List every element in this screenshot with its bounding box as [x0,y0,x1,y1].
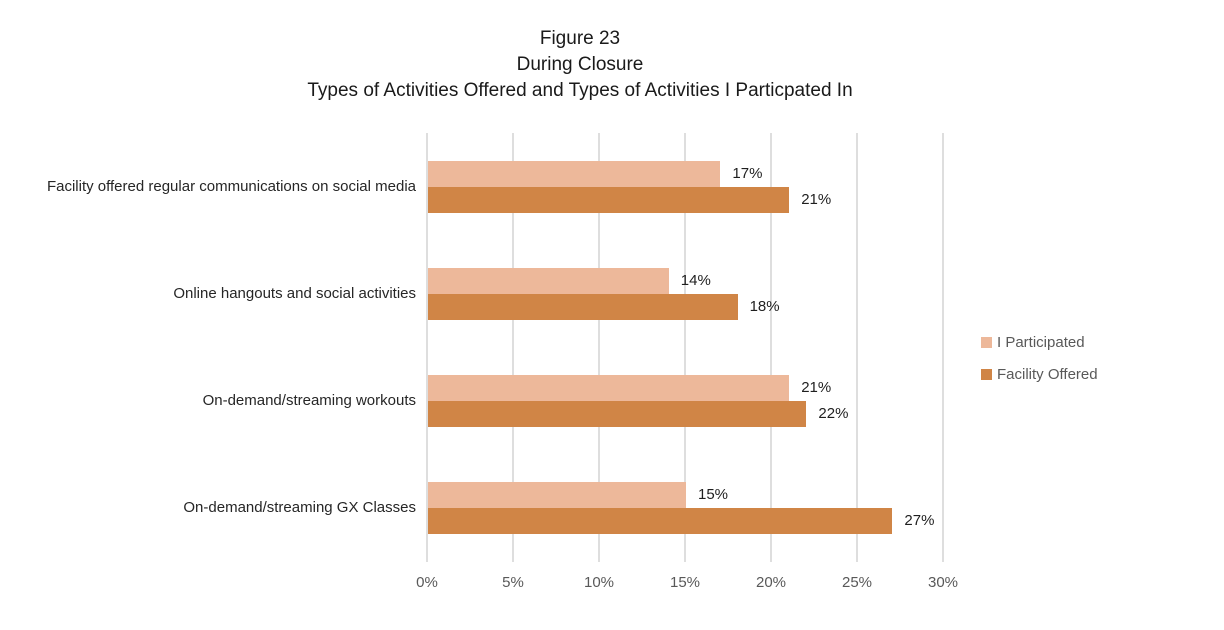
value-label-i-participated-online-hangouts-and-social-activities: 14% [680,271,711,289]
value-label-facility-offered-facility-offered-regular-communications-on-social-media: 21% [801,190,832,208]
x-tick-label-0: 0% [416,574,438,591]
legend-label-i-participated: I Participated [997,333,1085,351]
value-label-facility-offered-online-hangouts-and-social-activities: 18% [749,297,780,315]
x-tick-label-20: 20% [755,574,787,591]
category-label-on-demand-streaming-workouts: On-demand/streaming workouts [202,392,416,410]
x-tick-label-5: 5% [502,574,524,591]
gridline-25 [856,133,858,562]
bar-facility-offered-on-demand-streaming-workouts [428,401,807,428]
category-label-on-demand-streaming-gx-classes: On-demand/streaming GX Classes [183,499,416,517]
gridline-20 [770,133,772,562]
gridline-30 [942,133,944,562]
legend-item-i-participated: I Participated [981,332,1098,352]
value-label-i-participated-on-demand-streaming-workouts: 21% [801,379,832,397]
category-label-facility-offered-regular-communications-on-social-media: Facility offered regular communications … [46,177,416,195]
x-tick-label-10: 10% [583,574,615,591]
value-label-i-participated-facility-offered-regular-communications-on-social-media: 17% [732,164,763,182]
bar-i-participated-facility-offered-regular-communications-on-social-media [428,160,721,187]
gridline-10 [598,133,600,562]
value-label-i-participated-on-demand-streaming-gx-classes: 15% [698,486,729,504]
gridline-0 [426,133,428,562]
bar-facility-offered-on-demand-streaming-gx-classes [428,508,893,535]
chart-title: Figure 23 During Closure Types of Activi… [0,26,1160,104]
x-tick-label-30: 30% [927,574,959,591]
category-label-online-hangouts-and-social-activities: Online hangouts and social activities [173,284,416,302]
bar-i-participated-on-demand-streaming-workouts [428,375,790,402]
x-tick-label-25: 25% [841,574,873,591]
value-label-facility-offered-on-demand-streaming-gx-classes: 27% [904,512,935,530]
chart-title-line-2: During Closure [516,54,644,75]
x-tick-label-15: 15% [669,574,701,591]
gridline-5 [512,133,514,562]
value-label-facility-offered-on-demand-streaming-workouts: 22% [818,405,849,423]
bar-i-participated-on-demand-streaming-gx-classes [428,482,686,509]
bar-facility-offered-online-hangouts-and-social-activities [428,293,738,320]
bar-i-participated-online-hangouts-and-social-activities [428,267,669,294]
legend: I Participated Facility Offered [981,332,1098,396]
legend-label-facility-offered: Facility Offered [997,365,1098,383]
bar-facility-offered-facility-offered-regular-communications-on-social-media [428,186,790,213]
legend-swatch-i-participated [981,336,992,348]
chart-title-line-3: Types of Activities Offered and Types of… [307,80,853,101]
gridline-15 [684,133,686,562]
legend-item-facility-offered: Facility Offered [981,364,1098,384]
chart-title-line-1: Figure 23 [539,28,621,49]
legend-swatch-facility-offered [981,368,992,380]
